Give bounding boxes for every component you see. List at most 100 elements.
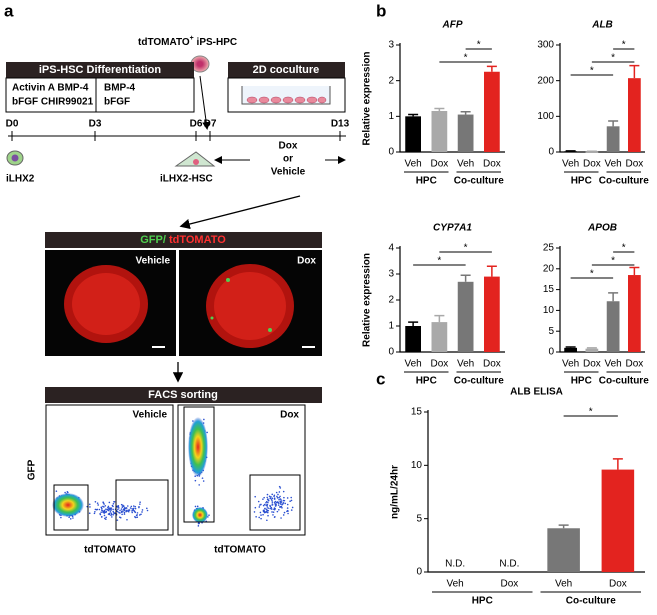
- facs-event: [112, 513, 115, 516]
- facs-event: [279, 503, 282, 505]
- timeline-label: D13: [331, 119, 350, 130]
- error-bar: [486, 265, 497, 277]
- bar: [564, 151, 577, 153]
- box-header: [228, 62, 345, 78]
- facs-event: [139, 501, 141, 503]
- facs-event: [123, 513, 126, 515]
- facs-event: [269, 507, 272, 510]
- facs-event: [134, 507, 137, 510]
- bar: [628, 275, 641, 352]
- facs-density: [52, 493, 84, 517]
- facs-event: [141, 511, 143, 513]
- panel-label: a: [4, 1, 14, 20]
- timeline-ticks: D0 D3 D6 D7 D13: [6, 119, 350, 141]
- y-tick-label: 0: [388, 147, 394, 158]
- chart-title: ALB: [591, 20, 613, 31]
- facs-event: [126, 518, 128, 521]
- facs-event: [102, 501, 104, 503]
- facs-event: [270, 506, 273, 509]
- hsc-cell-icon: [174, 151, 216, 167]
- facs-event: [275, 491, 278, 494]
- image-header: [45, 232, 322, 248]
- y-tick-label: 5: [416, 513, 422, 524]
- facs-event: [274, 500, 277, 503]
- group-label: HPC: [416, 176, 437, 187]
- facs-ylabel: GFP: [27, 459, 38, 480]
- facs-xlabel: tdTOMATO: [214, 545, 266, 556]
- facs-event: [112, 512, 115, 514]
- y-axis-label: Relative expression: [362, 253, 373, 347]
- facs-event: [271, 497, 274, 500]
- x-tick-label: Dox: [583, 159, 601, 170]
- bar: [606, 126, 620, 152]
- y-tick-label: 4: [388, 243, 394, 254]
- facs-event: [120, 508, 123, 510]
- condition: Activin A BMP-4: [12, 83, 89, 94]
- image-label: Vehicle: [136, 256, 171, 267]
- facs-event: [134, 516, 136, 518]
- facs-event: [201, 477, 204, 479]
- facs-event: [112, 502, 115, 505]
- facs-event: [124, 507, 127, 510]
- bar: [628, 78, 641, 152]
- facs-event: [255, 515, 257, 518]
- bar: [585, 348, 599, 352]
- facs-event: [272, 511, 275, 513]
- facs-event: [100, 511, 102, 513]
- bar: [431, 322, 448, 352]
- facs-event: [267, 507, 270, 509]
- y-tick-label: 2: [388, 295, 394, 306]
- facs-event: [291, 506, 294, 509]
- facs-event: [133, 510, 136, 512]
- bar: [431, 110, 448, 152]
- facs-event: [94, 510, 96, 513]
- facs-event: [258, 516, 260, 519]
- y-tick-label: 0: [416, 567, 422, 578]
- facs-event: [290, 496, 293, 499]
- facs-event: [258, 506, 261, 508]
- x-tick-label: Dox: [500, 579, 518, 590]
- significance-label: *: [437, 256, 441, 267]
- facs-event: [127, 509, 130, 512]
- facs-event: [280, 501, 283, 503]
- x-tick-label: Veh: [605, 159, 622, 170]
- significance-label: *: [477, 40, 481, 51]
- facs-event: [253, 511, 256, 513]
- facs-event: [279, 501, 281, 503]
- facs-event: [267, 501, 269, 504]
- bar: [457, 114, 474, 152]
- error-bar: [460, 274, 471, 282]
- facs-event: [120, 503, 123, 506]
- y-tick-label: 1: [388, 111, 394, 122]
- group-label: Co-culture: [566, 596, 616, 607]
- facs-event: [132, 507, 135, 510]
- facs-event: [146, 507, 148, 510]
- facs-event: [279, 506, 281, 508]
- facs-event: [259, 504, 261, 506]
- arrow: [179, 195, 301, 230]
- x-tick-label: Veh: [555, 579, 572, 590]
- facs-event: [125, 510, 127, 513]
- facs-event: [141, 509, 144, 511]
- facs-event: [270, 496, 272, 498]
- facs-event: [119, 509, 121, 512]
- facs-event: [267, 499, 270, 501]
- error-bar: [486, 65, 497, 72]
- image-label: Dox: [297, 256, 316, 267]
- x-tick-label: Dox: [609, 579, 627, 590]
- y-tick-label: 2: [388, 75, 394, 86]
- nucleus: [11, 154, 19, 162]
- significance-label: *: [590, 66, 594, 77]
- x-tick-label: Dox: [625, 159, 643, 170]
- facs-event: [262, 510, 265, 512]
- facs-event: [96, 502, 99, 504]
- group-label: Co-culture: [599, 376, 649, 387]
- facs-event: [103, 514, 106, 517]
- timeline-label: D7: [204, 119, 217, 130]
- facs-event: [270, 498, 273, 501]
- facs-event: [273, 494, 276, 497]
- facs-label: Vehicle: [133, 410, 168, 421]
- facs-event: [267, 514, 269, 517]
- error-bar: [612, 458, 623, 470]
- group-label: HPC: [472, 596, 493, 607]
